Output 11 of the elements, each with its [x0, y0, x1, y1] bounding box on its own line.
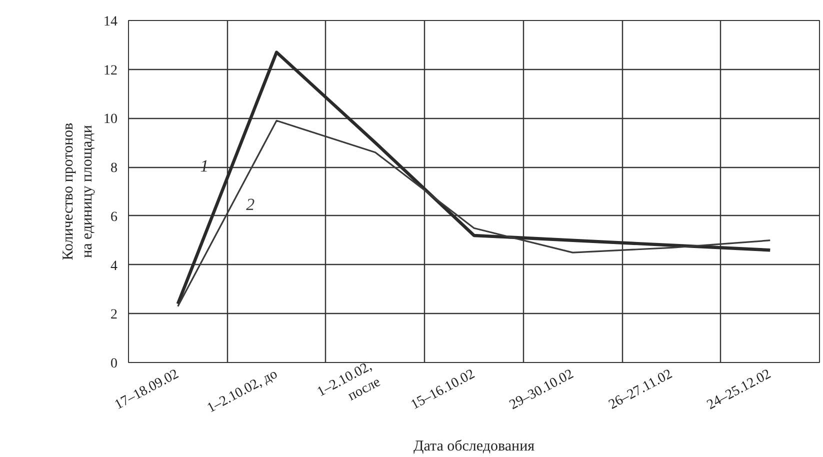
y-tick-label: 14 [104, 14, 118, 30]
y-tick-label: 6 [110, 210, 118, 225]
y-tick-label: 2 [110, 308, 118, 323]
y-tick-label: 4 [110, 258, 118, 274]
x-axis-title: Дата обследования [413, 438, 535, 455]
y-tick-label: 10 [104, 112, 118, 128]
series-label: 2 [246, 195, 256, 214]
y-tick-label: 8 [110, 161, 118, 176]
y-tick-label: 12 [104, 63, 118, 78]
y-tick-label: 0 [110, 356, 118, 372]
y-axis-title: Количество протонов на единицу площади [60, 122, 96, 260]
